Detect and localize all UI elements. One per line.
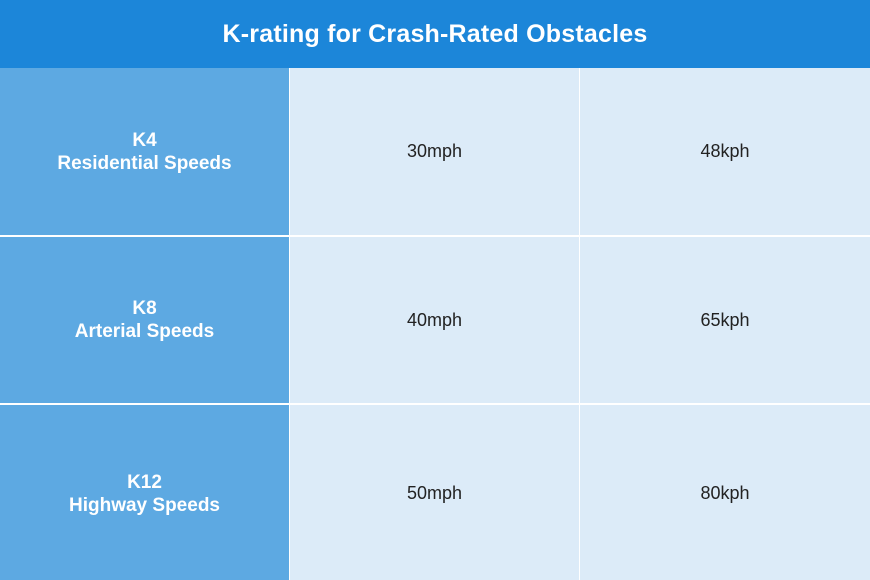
mph-cell: 50mph [290,405,579,580]
kph-cell: 65kph [580,237,870,403]
mph-value: 50mph [406,483,463,503]
kph-value: 80kph [700,483,750,503]
kph-value: 65kph [700,309,750,330]
rating-code: K8 [132,298,157,319]
row-label-k8: K8 Arterial Speeds [0,237,289,403]
kph-cell: 48kph [580,68,870,235]
kph-value: 48kph [700,141,750,161]
header-banner: K-rating for Crash-Rated Obstacles [0,0,870,68]
page-title: K-rating for Crash-Rated Obstacles [222,19,648,48]
mph-cell: 30mph [290,68,579,235]
rating-name: Arterial Speeds [74,321,215,342]
rating-code: K12 [127,471,162,493]
row-label-k4: K4 Residential Speeds [0,68,289,235]
mph-value: 30mph [406,141,463,161]
k-rating-table: K4 Residential Speeds 30mph 48kph K8 Art… [0,68,870,580]
row-label-k12: K12 Highway Speeds [0,405,289,580]
rating-name: Highway Speeds [69,494,220,516]
mph-value: 40mph [406,309,463,330]
mph-cell: 40mph [290,237,579,403]
rating-name: Residential Speeds [57,152,232,174]
kph-cell: 80kph [580,405,870,580]
rating-code: K4 [132,129,157,151]
